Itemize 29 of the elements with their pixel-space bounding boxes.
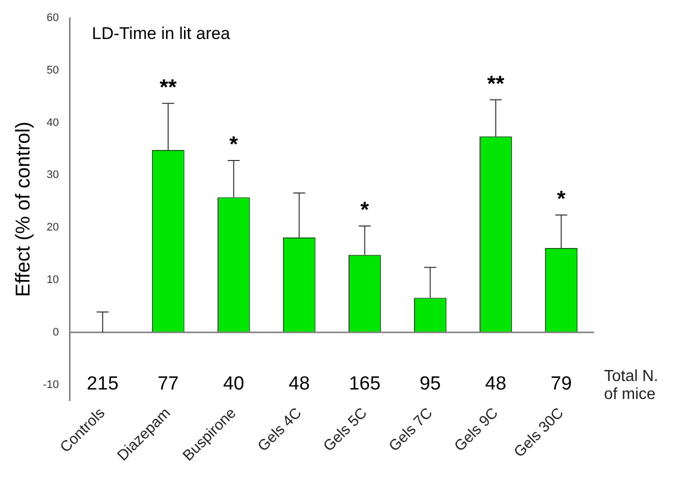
- y-tick-label: 30: [46, 169, 59, 182]
- y-tick-label: -10: [42, 378, 59, 391]
- y-tick-label: 40: [46, 116, 59, 129]
- annotation: 77: [158, 374, 179, 395]
- y-axis-title: Effect (% of control): [12, 122, 35, 297]
- y-tick-label: 10: [46, 274, 59, 286]
- annotation: 48: [485, 374, 506, 395]
- annotation: 215: [86, 374, 119, 395]
- data-label: *: [360, 197, 370, 222]
- annotation: 165: [348, 374, 381, 395]
- chart-title: LD-Time in lit area: [92, 24, 231, 44]
- annotation: 40: [223, 374, 244, 395]
- annotation: 95: [420, 374, 441, 395]
- x-tick-label: Gels 5C: [320, 404, 371, 455]
- data-label: **: [487, 70, 505, 96]
- y-tick-label: 50: [46, 64, 59, 76]
- data-label: *: [556, 186, 566, 212]
- y-tick-label: 0: [52, 326, 59, 338]
- x-tick-label: Gels 9C: [451, 404, 502, 455]
- x-tick-label: Gels 30C: [510, 404, 568, 461]
- y-tick-label: 60: [46, 12, 59, 24]
- annotation: 48: [288, 374, 310, 395]
- x-tick-label: Gels 7C: [386, 404, 436, 455]
- annotation: 79: [550, 374, 572, 395]
- data-label: *: [229, 132, 238, 157]
- mice-count-heading: Total N. of mice: [604, 368, 660, 404]
- data-label: **: [160, 74, 178, 100]
- y-tick-label: 20: [46, 222, 59, 234]
- x-tick-label: Gels 4C: [254, 404, 306, 455]
